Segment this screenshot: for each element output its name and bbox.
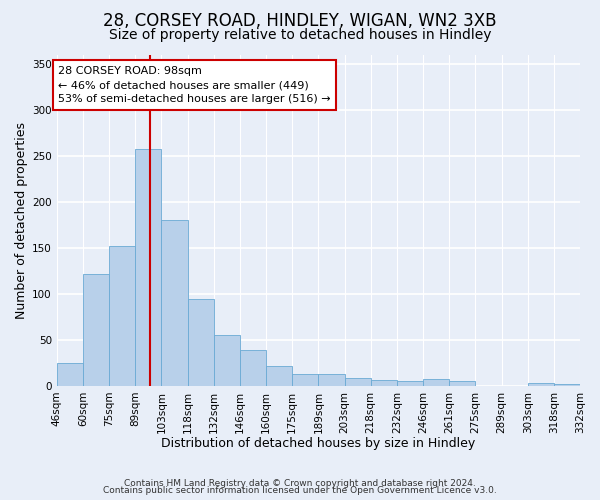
Bar <box>135 148 161 386</box>
Bar <box>423 380 449 386</box>
Bar <box>109 246 135 386</box>
Bar <box>161 220 188 386</box>
Bar <box>554 384 580 386</box>
Text: Contains public sector information licensed under the Open Government Licence v3: Contains public sector information licen… <box>103 486 497 495</box>
Bar <box>188 298 214 386</box>
Bar <box>344 378 371 386</box>
Text: Contains HM Land Registry data © Crown copyright and database right 2024.: Contains HM Land Registry data © Crown c… <box>124 478 476 488</box>
Bar <box>266 366 292 386</box>
Bar <box>371 380 397 386</box>
Bar <box>240 350 266 386</box>
Text: Size of property relative to detached houses in Hindley: Size of property relative to detached ho… <box>109 28 491 42</box>
Bar <box>57 363 83 386</box>
Text: 28, CORSEY ROAD, HINDLEY, WIGAN, WN2 3XB: 28, CORSEY ROAD, HINDLEY, WIGAN, WN2 3XB <box>103 12 497 30</box>
Bar <box>292 374 319 386</box>
Bar <box>397 382 423 386</box>
Bar <box>214 336 240 386</box>
Text: 28 CORSEY ROAD: 98sqm
← 46% of detached houses are smaller (449)
53% of semi-det: 28 CORSEY ROAD: 98sqm ← 46% of detached … <box>58 66 331 104</box>
X-axis label: Distribution of detached houses by size in Hindley: Distribution of detached houses by size … <box>161 437 476 450</box>
Bar <box>83 274 109 386</box>
Bar <box>319 374 344 386</box>
Bar <box>449 382 475 386</box>
Bar <box>527 383 554 386</box>
Y-axis label: Number of detached properties: Number of detached properties <box>15 122 28 319</box>
